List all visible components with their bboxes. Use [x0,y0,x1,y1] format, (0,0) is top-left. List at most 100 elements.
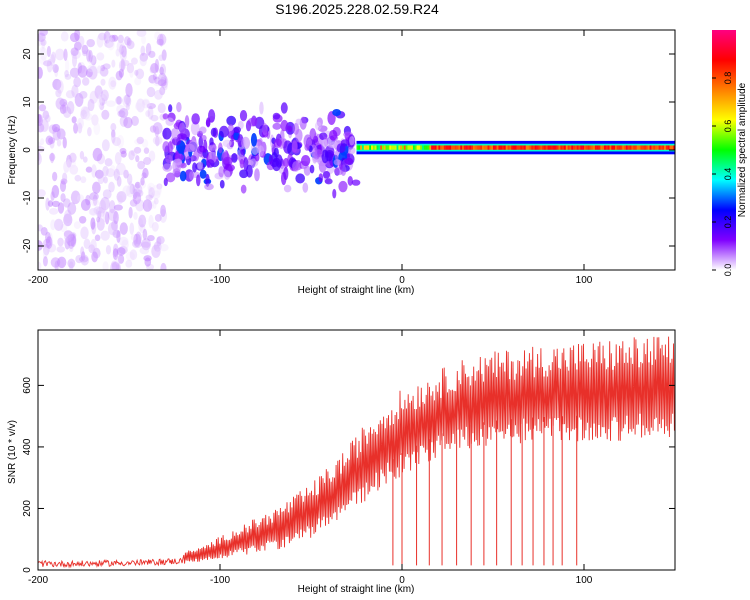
spectrogram-band-core [480,145,483,150]
spectrogram-blob [88,208,99,216]
spectrogram-blob [56,80,64,94]
spectrogram-blob [116,191,127,203]
spectrogram-x-ticks: -200 -100 0 100 [28,30,593,286]
spectrogram-blob [121,239,129,250]
spectrogram-blob [101,139,110,152]
spectrogram-blob [147,182,155,192]
spectrogram-blob [104,39,114,48]
spectrogram-blob [147,200,155,210]
spectrogram-blob [135,231,142,245]
spectrogram-band-core [580,145,583,150]
spectrogram-blob [105,244,112,255]
spectrogram-band-core [518,145,521,150]
spectrogram-blob [134,138,144,145]
spectrogram-blob [111,34,119,42]
spectrogram-blob [329,141,339,149]
spectrogram-band-core [636,145,639,150]
spectrogram-blob [143,147,150,154]
spectrogram-band-core [425,145,428,150]
spectrogram-band-core [403,145,406,150]
spectrogram-blob [91,114,99,126]
spectrogram-blob [146,86,156,98]
spectrogram-blob [160,75,169,89]
colorbar: 0.0 0.2 0.4 0.6 0.8 Normalized spectral ampl… [712,30,748,276]
y-tick-label: 0 [22,147,33,153]
spectrogram-blob [123,116,133,129]
spectrogram-band-core [381,145,384,150]
spectrogram-blob [106,37,115,51]
spectrogram-blob [54,48,65,61]
spectrogram-blob [100,230,110,241]
spectrogram-band-core [418,145,421,150]
spectrogram-band-core [613,145,616,150]
spectrogram-blob [154,31,161,41]
spectrogram-band-core [507,145,510,150]
spectrogram-blob [163,177,168,187]
spectrogram-blob [86,38,95,48]
spectrogram-blob [109,200,116,214]
spectrogram-blob [133,211,138,220]
spectrogram-band-core [582,145,585,150]
spectrogram-blob [142,199,153,212]
spectrogram-band-core [431,145,434,150]
spectrogram-blob [148,150,156,162]
spectrogram-blob [196,174,201,187]
spectrogram-blob [91,164,97,178]
spectrogram-blob [188,171,194,181]
spectrogram-blob [154,76,161,85]
spectrogram-band-core [487,145,490,150]
spectrogram-blob [116,95,122,105]
spectrogram-blob [149,66,155,74]
spectrogram-band-core [498,145,501,150]
spectrogram-blob [69,164,79,175]
spectrogram-band-core [462,145,465,150]
spectrogram-blob [322,171,331,179]
spectrogram-blob [100,78,106,86]
spectrogram-blob [239,158,245,169]
spectrogram-blob [38,152,42,166]
spectrogram-blob [79,256,89,263]
x-tick-label: -200 [28,575,48,586]
spectrogram-blob [65,59,70,73]
spectrogram-blob [80,109,88,120]
spectrogram-band-core [449,145,452,150]
spectrogram-blob [80,198,91,211]
spectrogram-blob [60,31,69,42]
spectrogram-blob [295,173,306,184]
spectrogram-blob [150,114,159,122]
spectrogram-blob [62,106,72,118]
spectrogram-blob [207,144,218,151]
spectrogram-blob [49,139,55,149]
spectrogram-band-core [671,145,674,150]
spectrogram-blob [147,105,154,120]
spectrogram-blob [159,34,164,47]
spectrogram-blob [59,98,68,107]
spectrogram-blob [295,118,303,125]
spectrogram-blob [43,238,52,248]
spectrogram-blob [85,194,91,206]
spectrogram-blob [64,73,72,80]
spectrogram-blob [239,169,249,179]
spectrogram-blob [160,262,167,270]
spectrogram-band-core [478,145,481,150]
spectrogram-band-core [474,145,477,150]
spectrogram-blob [111,220,118,231]
spectrogram-blob [159,86,166,96]
spectrogram-blob [177,133,187,140]
spectrogram-blob [48,137,56,144]
spectrogram-blob [88,49,93,63]
spectrogram-blob [199,169,207,179]
spectrogram-blob [124,94,131,105]
spectrogram-blob [137,160,145,170]
spectrogram-blob [299,116,307,130]
spectrogram-band-core [660,145,663,150]
spectrogram-band-core [673,145,675,150]
spectrogram-band-core [605,145,608,150]
spectrogram-blob [63,213,73,227]
spectrogram-band-core [529,145,532,150]
spectrogram-blob [113,210,119,225]
spectrogram-blob [125,96,132,107]
spectrogram-blob [38,261,42,270]
spectrogram-band-core [596,145,599,150]
